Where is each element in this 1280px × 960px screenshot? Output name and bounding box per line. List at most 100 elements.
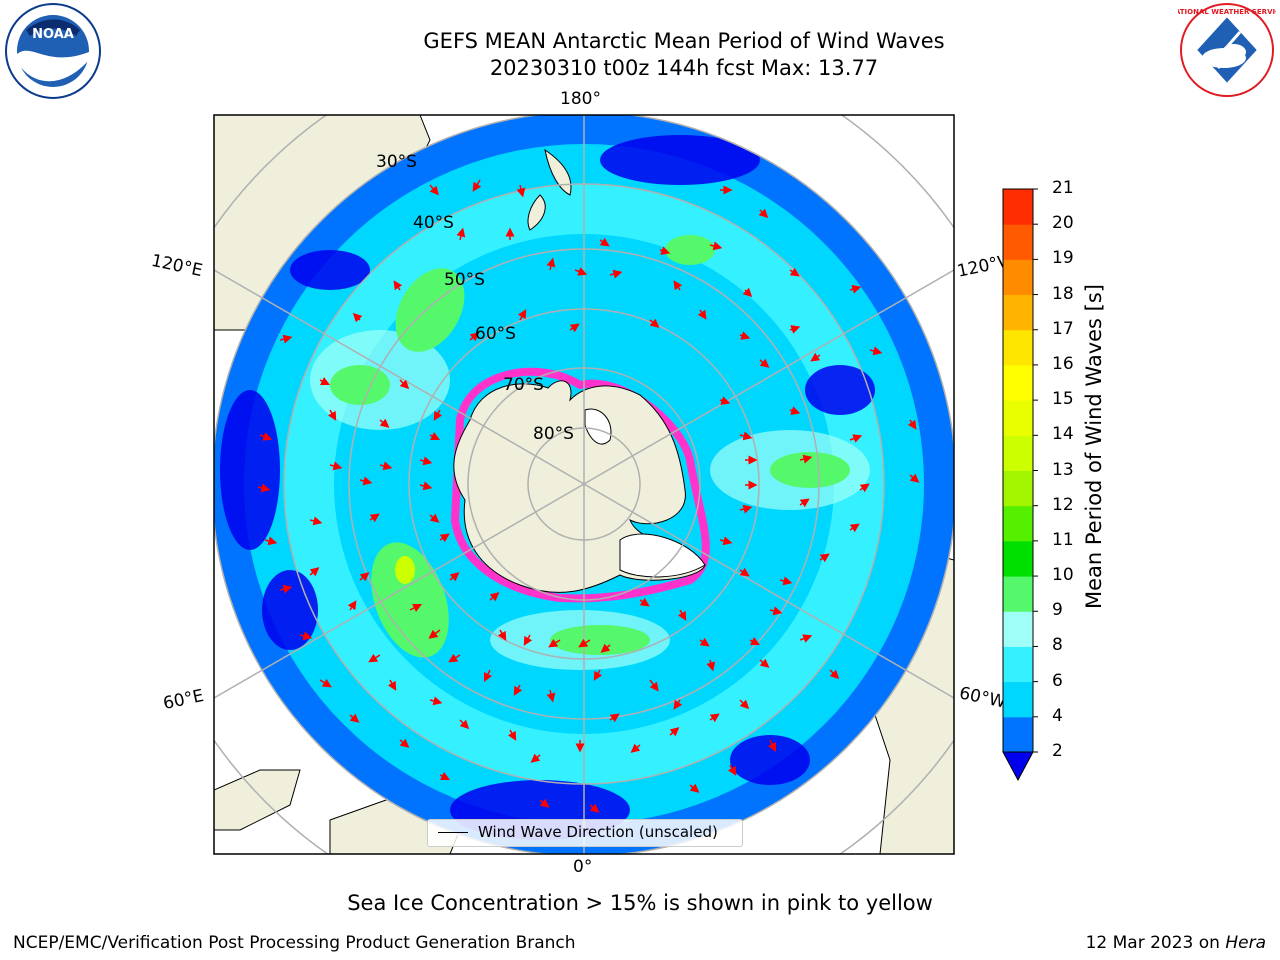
ice-shelf-weddell [619,533,706,578]
arrow [669,727,680,737]
colorbar-tick-label: 11 [1052,529,1074,550]
colorbar-tick-label: 17 [1052,318,1074,339]
noaa-logo: NOAA [5,3,101,99]
arrow [409,603,423,613]
colorbar-segment [1003,611,1033,647]
arrow [368,653,381,663]
colorbar-segment [1003,716,1033,753]
arrow [799,454,813,464]
colorbar-segment [1003,294,1033,331]
arrow [739,567,750,577]
arrow [264,536,278,546]
arrow [399,379,410,390]
arrow [309,567,320,577]
colorbar-tick-label: 21 [1052,178,1074,198]
legend-label: Wind Wave Direction (unscaled) [478,823,718,841]
arrow [259,432,273,441]
colorbar-ticks: 2 4 6 8 9 10 11 12 13 14 15 16 17 18 19 20 21 [1052,0,1092,960]
arrow [799,498,810,508]
arrow [609,713,620,723]
colorbar-tick-label: 8 [1052,635,1063,656]
colorbar-label: Mean Period of Wind Waves [s] [1082,284,1106,609]
colorbar-segment [1003,189,1033,225]
colorbar-segment [1003,646,1033,683]
chart-subtitle: 20230310 t00z 144h fcst Max: 13.77 [489,56,879,80]
colorbar-tick-label: 9 [1052,600,1063,621]
arrow [639,597,650,607]
arrow [516,184,526,198]
colorbar-tick-label: 6 [1052,670,1063,691]
footer-machine: Hera [1225,933,1266,953]
arrow [789,406,801,415]
arrow [758,208,769,219]
arrow [429,184,439,196]
arrow [439,533,450,543]
arrow [673,699,683,710]
arrow [829,669,840,680]
arrow [448,653,461,663]
arrow [369,513,380,523]
arrow [530,753,541,763]
arrow [497,629,507,641]
arrow [849,284,862,294]
new-zealand [527,148,572,231]
arrow [359,572,370,582]
colorbar-segment [1003,329,1033,366]
colorbar-tick-label: 20 [1052,213,1074,234]
chart-title: GEFS MEAN Antarctic Mean Period of Wind … [423,29,945,53]
arrow [849,434,863,443]
arrow [433,409,443,421]
arrow [727,764,737,776]
arrow [347,600,357,611]
arrow [739,699,750,710]
colorbar-segment [1003,435,1033,471]
arrow [630,743,641,753]
colorbar-segment [1003,681,1033,718]
arrow [697,309,707,320]
colorbar-segment [1003,400,1033,436]
arrow [789,325,801,334]
ice-shelf-ross [584,408,612,445]
colorbar-tick-label: 15 [1052,389,1074,410]
sea-ice-edge [450,367,710,603]
arrow [329,461,343,471]
footer-date-text: 12 Mar 2023 on [1085,933,1226,953]
colorbar-tick-label: 18 [1052,283,1074,304]
arrow [327,409,337,421]
arrow [352,312,363,323]
arrow [869,346,883,356]
colorbar-tick-label: 2 [1052,741,1063,761]
arrow [819,553,830,563]
arrow [759,658,770,668]
lat-label-70s: 70°S [503,375,544,395]
arrow [909,473,920,483]
arrow [546,257,556,271]
arrow [574,267,588,276]
arrow [767,739,777,753]
arrow [523,634,533,646]
arrow [472,179,482,192]
arrow [379,418,390,428]
colorbar-segment [1003,505,1033,542]
lat-label-30s: 30°S [376,152,417,172]
arrow [393,280,403,291]
arrow [739,504,753,514]
arrow [742,287,753,298]
arrow [546,689,556,703]
lat-label-60s: 60°S [475,324,516,344]
colorbar-tick-label: 4 [1052,705,1063,726]
colorbar-segment [1003,259,1033,296]
arrow [349,713,360,723]
arrow [429,696,443,706]
arrow [739,331,751,340]
colorbar-tick-label: 19 [1052,248,1074,269]
arrow [279,584,293,594]
arrow [419,456,433,466]
arrow [689,783,700,793]
colorbar-tick-label: 14 [1052,424,1074,445]
colorbar-segment [1003,224,1033,260]
arrow [428,629,441,639]
arrow [578,638,591,648]
colorbar-segment [1003,470,1033,507]
arrow [517,309,527,321]
